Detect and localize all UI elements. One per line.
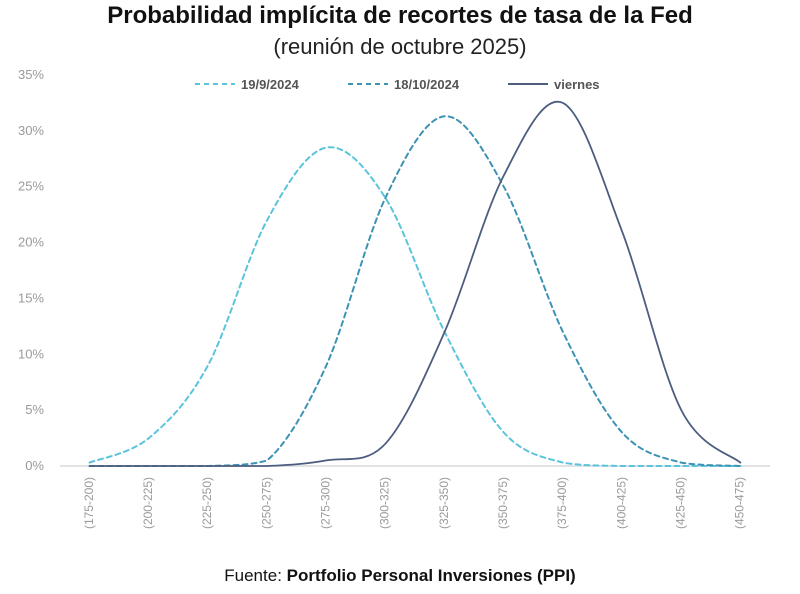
source-name: Portfolio Personal Inversiones (PPI): [286, 566, 576, 585]
x-tick-label: (450-475): [733, 477, 747, 529]
y-tick-label: 20%: [18, 235, 44, 250]
x-tick-label: (375-400): [555, 477, 569, 529]
series-line-3: [88, 100, 742, 467]
x-tick-label: (425-450): [673, 477, 687, 529]
chart-subtitle: (reunión de octubre 2025): [273, 34, 527, 59]
y-tick-label: 10%: [18, 346, 44, 361]
x-tick-label: (250-275): [259, 477, 273, 529]
x-tick-label: (350-375): [496, 477, 510, 529]
legend-label-1: 19/9/2024: [241, 77, 300, 92]
source-note: Fuente: Portfolio Personal Inversiones (…: [0, 566, 800, 586]
series-line-1: [88, 146, 742, 467]
y-tick-label: 25%: [18, 179, 44, 194]
y-tick-label: 5%: [25, 402, 44, 417]
x-tick-label: (275-300): [318, 477, 332, 529]
x-tick-label: (225-250): [200, 477, 214, 529]
source-prefix: Fuente:: [224, 566, 282, 585]
x-tick-label: (400-425): [614, 477, 628, 529]
legend-label-3: viernes: [554, 77, 600, 92]
x-tick-label: (200-225): [141, 477, 155, 529]
x-tick-label: (325-350): [437, 477, 451, 529]
x-tick-label: (300-325): [378, 477, 392, 529]
series-line-2: [88, 115, 742, 467]
x-tick-label: (175-200): [82, 477, 96, 529]
y-tick-label: 35%: [18, 67, 44, 82]
chart-title: Probabilidad implícita de recortes de ta…: [107, 2, 693, 29]
y-tick-label: 15%: [18, 290, 44, 305]
legend-label-2: 18/10/2024: [394, 77, 460, 92]
y-tick-label: 30%: [18, 123, 44, 138]
y-tick-label: 0%: [25, 458, 44, 473]
